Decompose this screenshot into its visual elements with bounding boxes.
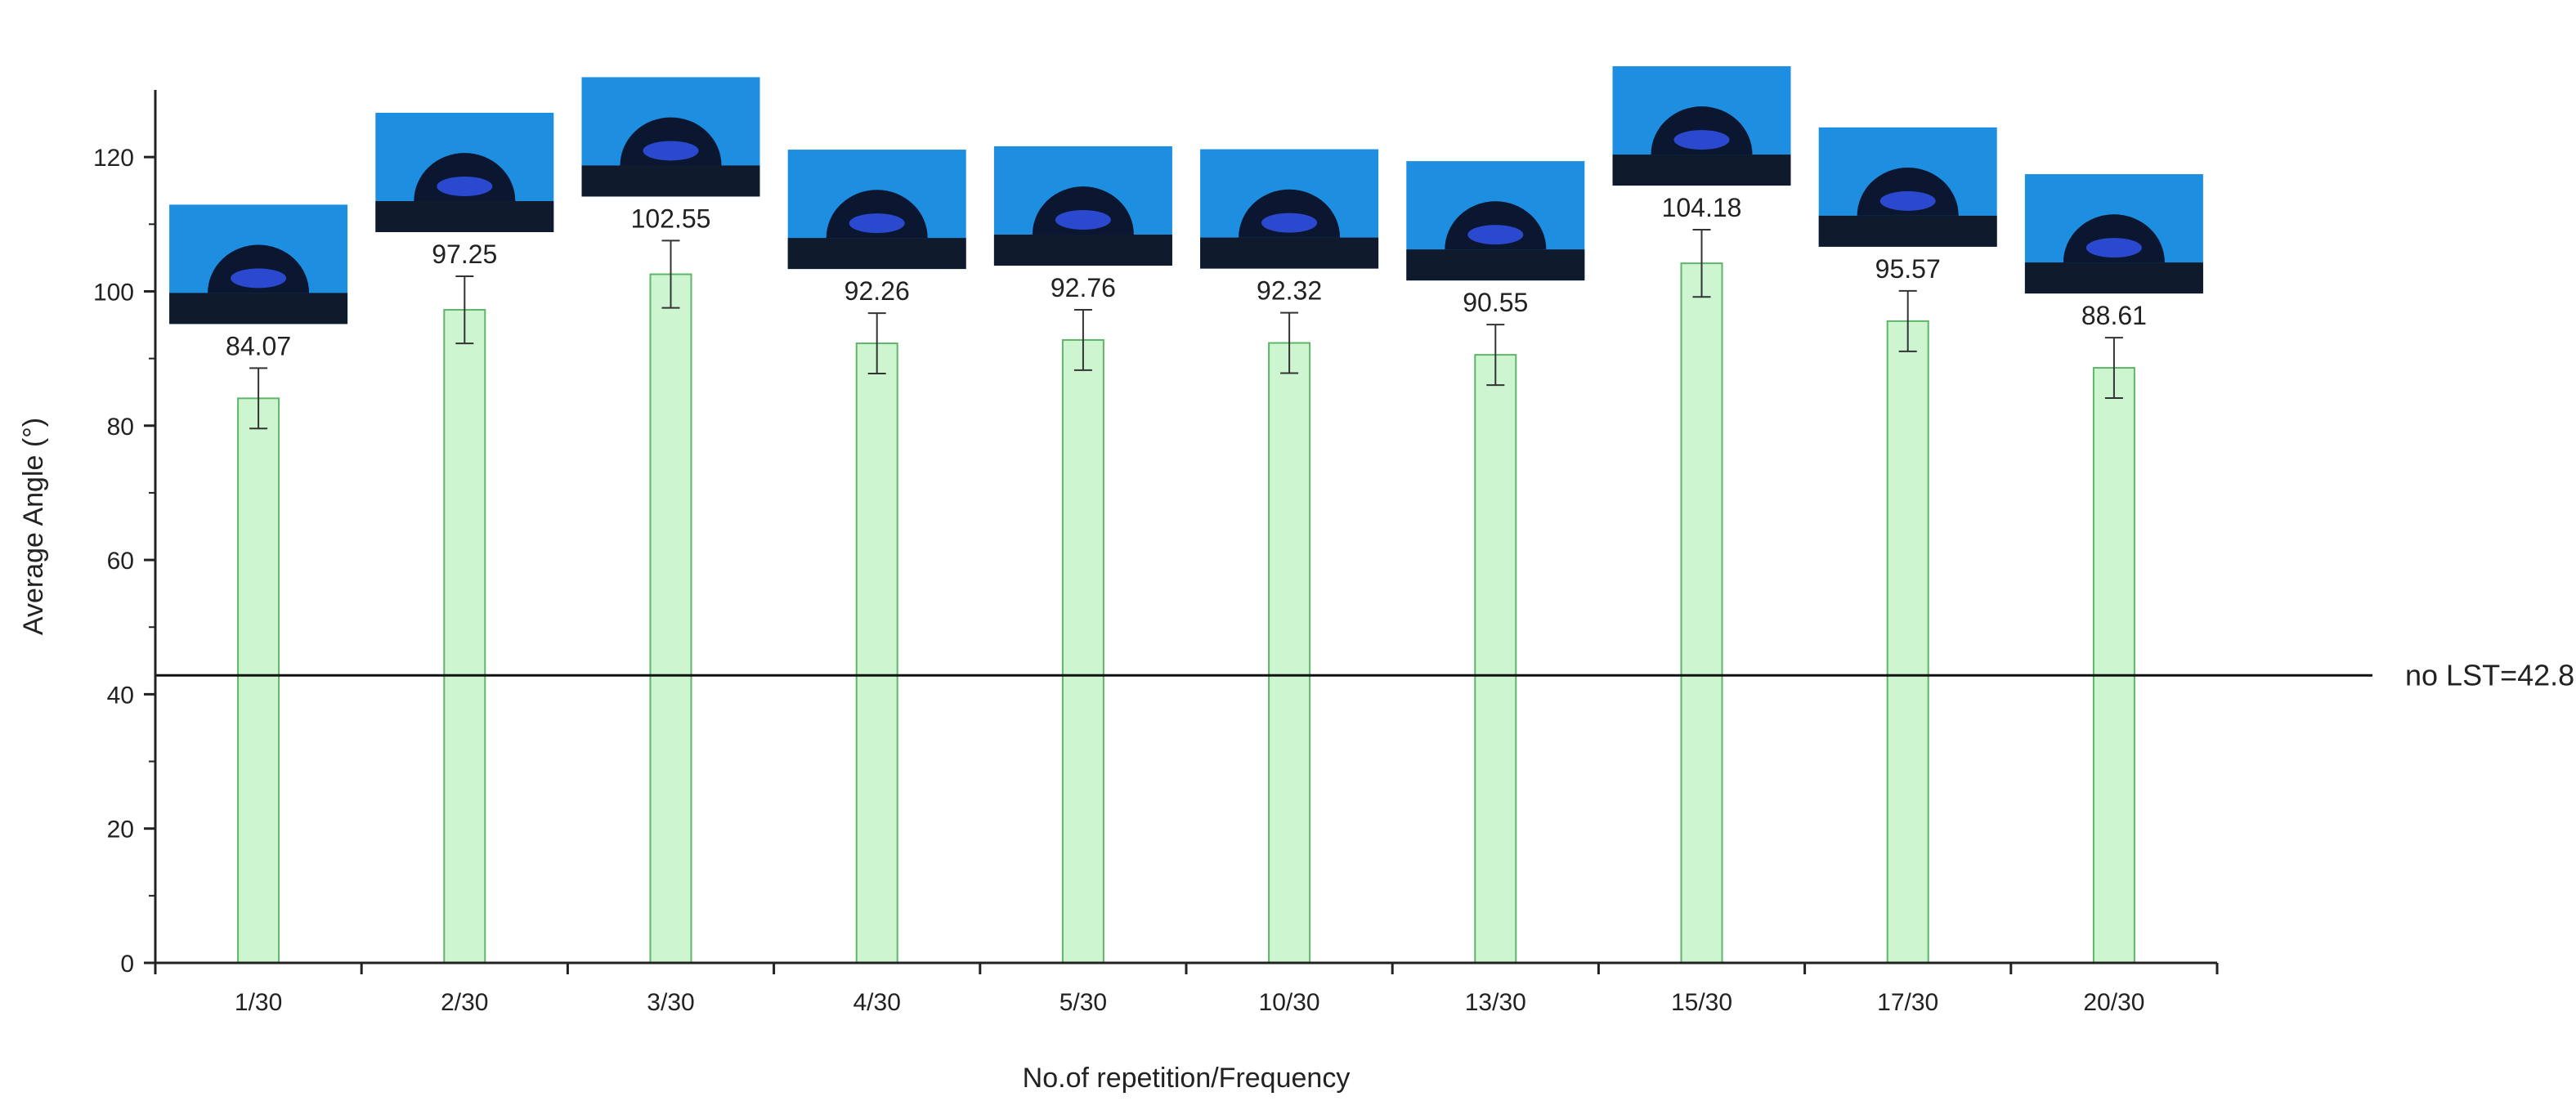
- bar: [237, 397, 280, 964]
- inset-droplet-reflection: [643, 141, 699, 161]
- inset-substrate: [1406, 249, 1585, 281]
- y-axis-ticks: 0 20 40 60 80 100 120: [93, 145, 155, 978]
- inset-substrate: [2024, 262, 2203, 294]
- x-tick-label: 17/30: [1877, 989, 1938, 1016]
- inset-substrate: [1200, 237, 1379, 269]
- bar-value-label: 97.25: [432, 239, 497, 269]
- x-axis-title: No.of repetition/Frequency: [1023, 1063, 1351, 1094]
- inset-droplet-reflection: [1879, 190, 1936, 211]
- bar: [1886, 320, 1929, 964]
- y-tick-label: 120: [93, 145, 134, 172]
- bar-value-label: 104.18: [1662, 193, 1742, 222]
- inset-droplet-reflection: [231, 268, 287, 289]
- bar: [1474, 354, 1517, 964]
- inset-droplet-reflection: [849, 213, 905, 234]
- bar-series: 84.07 97.25 102.55 92.26 92.76 92.32 90.55 104.…: [226, 193, 2147, 965]
- y-tick-label: 100: [93, 279, 134, 306]
- inset-substrate: [169, 293, 348, 324]
- droplet-inset-image: [169, 204, 348, 324]
- axes: 0 20 40 60 80 100 120 1/30 2/30 3/30 4/30 5/30 10/3…: [93, 90, 2219, 1016]
- y-tick-label: 20: [107, 817, 134, 844]
- bar-value-label: 84.07: [226, 331, 291, 360]
- inset-substrate: [787, 238, 966, 270]
- x-tick-label: 20/30: [2083, 989, 2144, 1016]
- bar-value-label: 88.61: [2081, 301, 2147, 330]
- droplet-inset-images: [169, 66, 2203, 324]
- inset-substrate: [375, 201, 554, 232]
- x-tick-label: 3/30: [647, 989, 694, 1016]
- x-tick-label: 1/30: [235, 989, 282, 1016]
- bar: [1061, 338, 1104, 964]
- bar-value-label: 90.55: [1463, 288, 1528, 317]
- reference-line-group: no LST=42.81°: [155, 658, 2576, 692]
- droplet-inset-image: [2024, 174, 2203, 294]
- droplet-inset-image: [787, 150, 966, 270]
- inset-substrate: [1612, 154, 1791, 186]
- bar-value-label: 95.57: [1875, 254, 1941, 284]
- bar-value-label: 102.55: [631, 204, 711, 233]
- y-tick-label: 40: [107, 682, 134, 709]
- inset-droplet-reflection: [1673, 130, 1730, 150]
- inset-substrate: [1818, 215, 1997, 247]
- bar: [855, 342, 898, 964]
- bar: [649, 273, 692, 964]
- bar-value-label: 92.32: [1257, 276, 1322, 306]
- droplet-inset-image: [1200, 149, 1379, 269]
- droplet-inset-image: [1818, 127, 1997, 247]
- x-tick-label: 5/30: [1060, 989, 1107, 1016]
- bar: [443, 309, 486, 964]
- bar: [1268, 342, 1311, 965]
- x-tick-label: 4/30: [853, 989, 901, 1016]
- y-tick-label: 0: [120, 951, 134, 978]
- inset-droplet-reflection: [2085, 238, 2142, 258]
- x-tick-label: 15/30: [1671, 989, 1732, 1016]
- x-tick-label: 2/30: [441, 989, 488, 1016]
- droplet-inset-image: [375, 112, 554, 232]
- x-tick-label: 13/30: [1465, 989, 1526, 1016]
- droplet-inset-image: [581, 77, 760, 197]
- y-tick-label: 80: [107, 414, 134, 441]
- y-axis-title: Average Angle (°): [18, 418, 49, 635]
- bar-value-label: 92.76: [1051, 273, 1116, 302]
- bar: [1680, 262, 1723, 964]
- y-tick-label: 60: [107, 548, 134, 575]
- inset-droplet-reflection: [437, 177, 493, 197]
- bar-value-label: 92.26: [844, 276, 910, 306]
- bar: [2092, 367, 2135, 964]
- inset-substrate: [993, 235, 1172, 266]
- droplet-inset-image: [1612, 66, 1791, 186]
- x-axis-ticks: 1/30 2/30 3/30 4/30 5/30 10/30 13/30 15/30 17/30…: [154, 963, 2219, 1016]
- droplet-inset-image: [993, 145, 1172, 266]
- reference-line-label: no LST=42.81°: [2405, 658, 2576, 692]
- inset-droplet-reflection: [1055, 210, 1111, 231]
- x-tick-label: 10/30: [1259, 989, 1320, 1016]
- droplet-inset-image: [1406, 161, 1585, 281]
- inset-droplet-reflection: [1467, 225, 1524, 245]
- inset-droplet-reflection: [1261, 213, 1318, 233]
- inset-substrate: [581, 165, 760, 197]
